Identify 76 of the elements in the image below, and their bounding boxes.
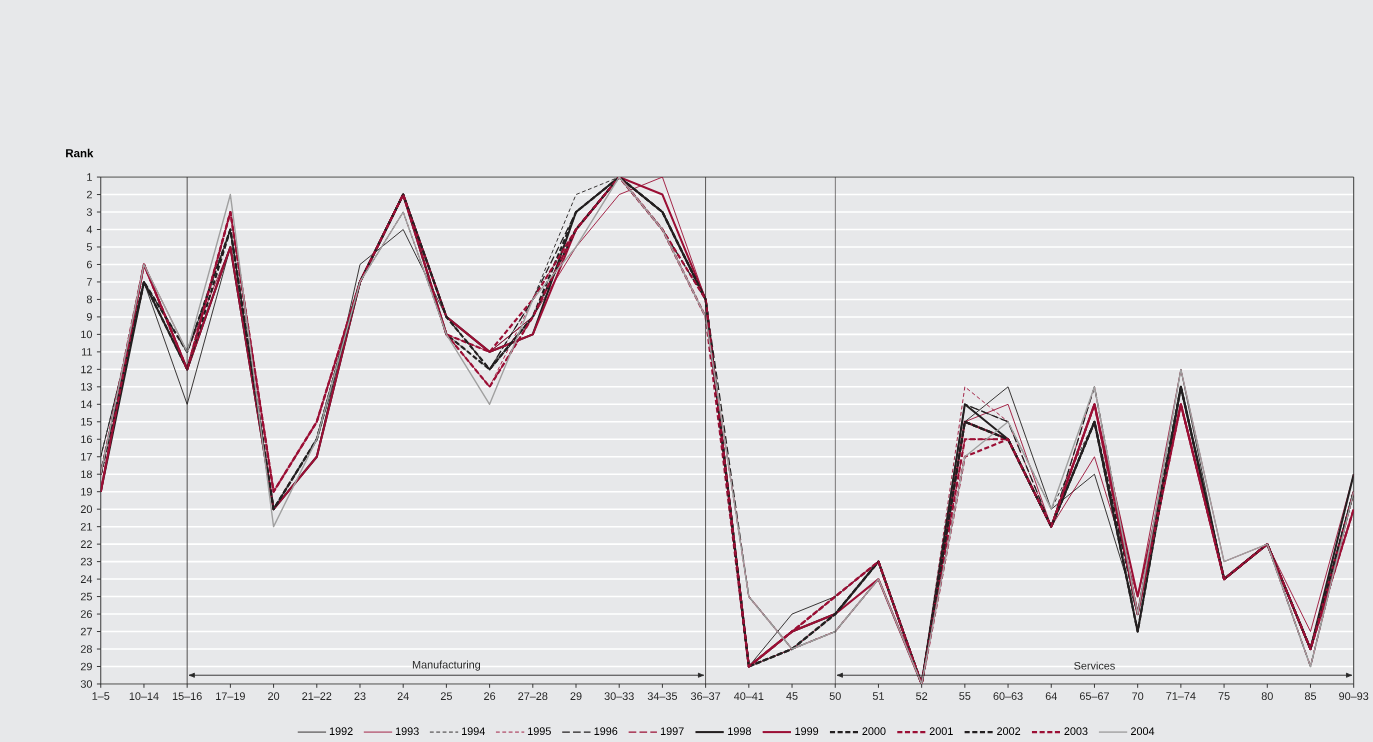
legend-label: 1995 (528, 727, 551, 736)
x-tick-label: 26 (484, 692, 496, 701)
y-tick-label: 8 (86, 295, 92, 304)
x-tick-label: 17–19 (216, 692, 245, 701)
y-tick-label: 5 (86, 243, 92, 251)
y-axis-title: Rank (66, 148, 94, 158)
x-tick-label: 85 (1304, 692, 1317, 701)
x-tick-label: 36–37 (690, 692, 721, 701)
x-tick-label: 15–16 (172, 692, 202, 701)
legend-label: 1992 (329, 727, 353, 736)
y-tick-label: 9 (86, 313, 92, 321)
x-tick-label: 40–41 (734, 692, 764, 701)
y-tick-label: 6 (86, 260, 92, 269)
x-tick-label: 20 (268, 692, 280, 701)
x-tick-label: 64 (1045, 692, 1057, 701)
x-tick-label: 30–33 (604, 692, 634, 701)
y-tick-label: 12 (81, 365, 92, 374)
legend-label: 2002 (997, 727, 1021, 736)
y-tick-label: 25 (80, 592, 92, 601)
x-tick-label: 51 (872, 692, 884, 700)
y-tick-label: 18 (81, 470, 92, 479)
legend-label: 1999 (795, 727, 819, 736)
x-tick-label: 70 (1132, 692, 1144, 701)
legend-label: 2004 (1131, 727, 1155, 736)
x-tick-label: 75 (1218, 692, 1230, 700)
x-tick-label: 45 (786, 692, 798, 700)
x-tick-label: 50 (829, 692, 841, 701)
legend-label: 1997 (660, 727, 684, 736)
y-tick-label: 1 (87, 173, 92, 181)
y-tick-label: 30 (80, 680, 92, 688)
x-tick-label: 34–35 (647, 692, 678, 701)
x-tick-label: 25 (440, 692, 452, 701)
x-tick-label: 23 (354, 692, 366, 701)
x-tick-label: 1–5 (92, 692, 110, 700)
x-tick-label: 90–93 (1339, 692, 1369, 701)
y-tick-label: 7 (86, 278, 92, 286)
y-tick-label: 27 (80, 627, 92, 636)
y-tick-label: 10 (81, 330, 92, 339)
y-tick-label: 24 (80, 575, 93, 583)
legend-label: 1994 (462, 727, 485, 736)
x-tick-label: 55 (959, 692, 971, 700)
y-tick-label: 13 (81, 383, 92, 391)
x-tick-label: 27–28 (518, 692, 548, 701)
y-tick-label: 2 (86, 190, 92, 199)
annotation: Manufacturing (412, 660, 481, 671)
y-tick-label: 16 (81, 435, 92, 444)
y-tick-label: 11 (82, 348, 92, 356)
y-tick-label: 21 (80, 522, 92, 531)
y-tick-label: 26 (80, 610, 92, 618)
y-tick-label: 19 (81, 487, 92, 496)
x-tick-label: 10–14 (129, 692, 159, 701)
x-tick-label: 60–63 (993, 692, 1023, 701)
y-tick-label: 17 (81, 453, 92, 461)
x-tick-label: 24 (397, 692, 409, 700)
legend-label: 2000 (862, 727, 886, 736)
x-tick-label: 52 (916, 692, 928, 701)
y-tick-label: 15 (81, 418, 92, 426)
legend-label: 1993 (395, 727, 419, 736)
legend-label: 2001 (929, 727, 953, 736)
y-tick-label: 14 (81, 400, 93, 409)
y-tick-label: 23 (80, 557, 92, 566)
legend-label: 2003 (1064, 727, 1088, 736)
legend-label: 1998 (728, 727, 751, 736)
y-tick-label: 4 (86, 225, 93, 234)
y-tick-label: 22 (80, 540, 92, 548)
x-tick-label: 80 (1261, 692, 1273, 701)
y-tick-label: 29 (80, 662, 92, 671)
x-tick-label: 29 (570, 692, 582, 701)
legend-label: 1996 (594, 727, 618, 736)
x-tick-label: 71–74 (1166, 692, 1196, 700)
x-tick-label: 65–67 (1079, 692, 1109, 701)
y-tick-label: 3 (86, 208, 92, 216)
annotation: Services (1074, 661, 1115, 670)
y-tick-label: 28 (80, 645, 92, 653)
y-tick-label: 20 (80, 505, 92, 514)
x-tick-label: 21–22 (302, 692, 332, 700)
